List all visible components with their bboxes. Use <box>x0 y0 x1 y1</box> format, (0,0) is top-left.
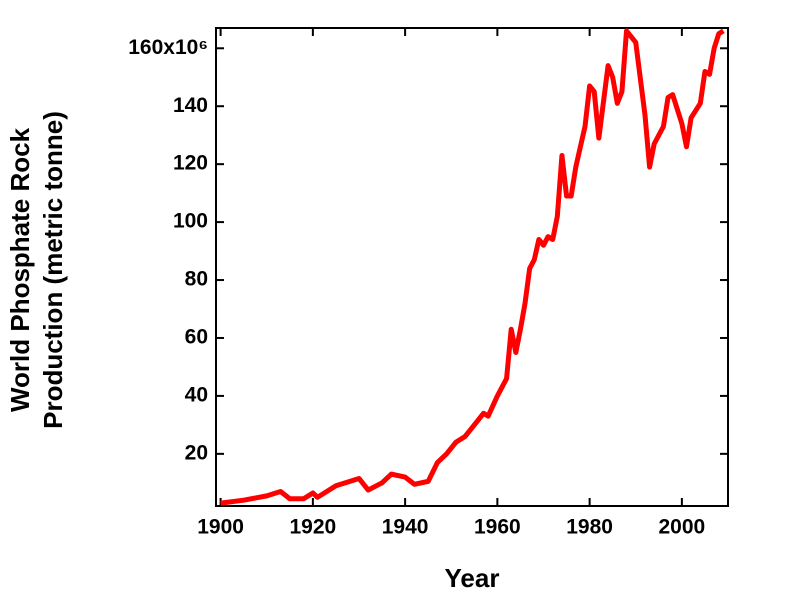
y-tick-label: 40 <box>185 383 208 406</box>
y-tick-label: 60 <box>185 326 208 349</box>
plot-frame <box>215 27 729 507</box>
y-tick-label: 80 <box>185 268 208 291</box>
data-line <box>220 28 725 506</box>
x-tick-label: 2000 <box>659 516 706 539</box>
y-axis-label: Production (metric tonne) <box>38 111 68 429</box>
x-tick-label: 1920 <box>290 516 337 539</box>
y-tick-label: 100 <box>173 210 208 233</box>
y-tick-label: 120 <box>173 152 208 175</box>
x-tick-label: 1940 <box>382 516 429 539</box>
y-tick-label: 160x10⁶ <box>128 36 208 59</box>
y-tick-label: 140 <box>173 94 208 117</box>
y-axis-label: World Phosphate Rock <box>5 127 35 412</box>
x-tick-label: 1960 <box>474 516 521 539</box>
x-axis-label: Year <box>445 563 500 593</box>
y-tick-label: 20 <box>185 441 208 464</box>
x-tick-label: 1900 <box>197 516 244 539</box>
x-tick-label: 1980 <box>566 516 613 539</box>
